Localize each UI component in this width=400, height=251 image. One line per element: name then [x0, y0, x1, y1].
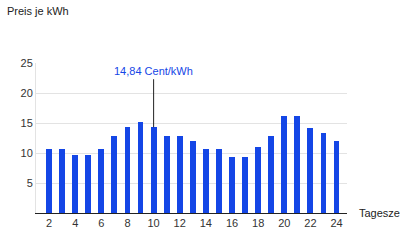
svg-text:12: 12: [174, 217, 186, 229]
svg-text:22: 22: [304, 217, 316, 229]
svg-text:10: 10: [147, 217, 159, 229]
svg-text:18: 18: [252, 217, 264, 229]
svg-text:6: 6: [98, 217, 104, 229]
svg-text:16: 16: [226, 217, 238, 229]
svg-text:20: 20: [21, 87, 33, 99]
svg-text:14,84 Cent/kWh: 14,84 Cent/kWh: [114, 65, 193, 77]
svg-text:Preis je kWh: Preis je kWh: [7, 5, 69, 17]
svg-text:14: 14: [200, 217, 212, 229]
svg-text:Tageszeit: Tageszeit: [359, 207, 400, 219]
svg-text:8: 8: [124, 217, 130, 229]
svg-text:24: 24: [330, 217, 342, 229]
svg-text:10: 10: [21, 147, 33, 159]
svg-text:2: 2: [46, 217, 52, 229]
svg-text:4: 4: [72, 217, 78, 229]
svg-text:20: 20: [278, 217, 290, 229]
svg-text:15: 15: [21, 117, 33, 129]
svg-text:5: 5: [27, 177, 33, 189]
svg-text:25: 25: [21, 57, 33, 69]
